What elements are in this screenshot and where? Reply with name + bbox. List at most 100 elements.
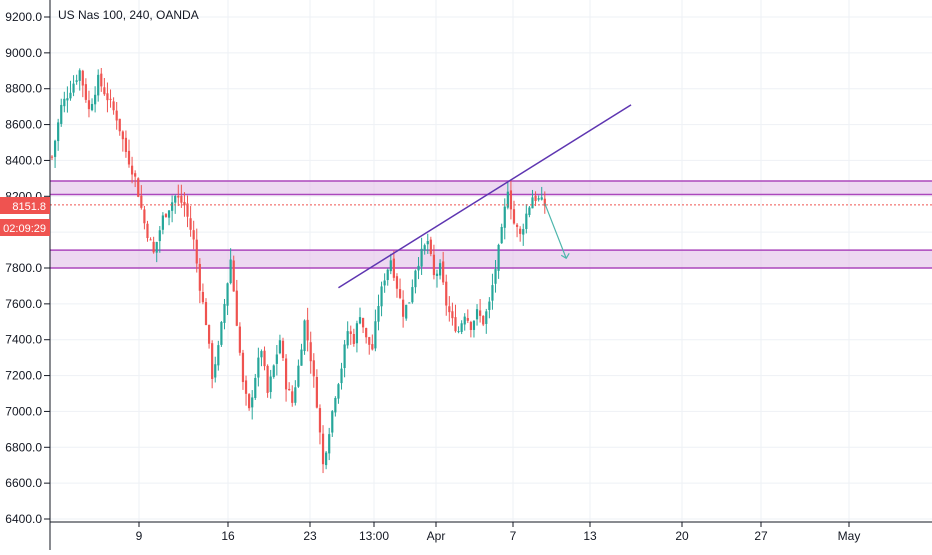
y-tick-label: 9200.0: [5, 10, 42, 24]
candle-body: [50, 156, 54, 158]
candle-body: [112, 101, 115, 111]
candle-body: [417, 265, 420, 271]
candle-body: [346, 331, 349, 346]
candle-body: [229, 259, 232, 284]
candle-body: [254, 377, 257, 398]
candle-body: [494, 269, 497, 284]
candle-body: [161, 215, 164, 230]
candle-body: [238, 326, 241, 353]
x-tick-label: 13: [583, 529, 597, 543]
zones: [50, 180, 932, 269]
candle-body: [309, 342, 312, 362]
candle-body: [81, 70, 84, 86]
y-ticks: 6400.0 6600.0 6800.0 7000.0 7200.0 7400.0 7600…: [5, 10, 50, 526]
candle-body: [288, 388, 291, 391]
x-tick-label: Apr: [427, 529, 446, 543]
candle-body: [472, 320, 476, 330]
candles: [50, 67, 546, 474]
candle-body: [198, 263, 201, 291]
candle-body: [146, 223, 149, 239]
y-tick-label: 7800.0: [5, 261, 42, 275]
candle-body: [97, 74, 100, 96]
candle-body: [463, 316, 466, 325]
candle-body: [143, 209, 146, 224]
candle-body: [235, 290, 238, 326]
candle-body: [488, 301, 491, 311]
candle-body: [87, 100, 91, 110]
candle-body: [543, 198, 546, 206]
candle-body: [223, 304, 226, 323]
candle-body: [281, 340, 285, 358]
candle-body: [343, 344, 346, 369]
candle-body: [177, 195, 180, 198]
candle-body: [466, 318, 469, 321]
candle-body: [78, 70, 81, 81]
candle-body: [321, 433, 325, 465]
candle-body: [300, 349, 303, 366]
candle-body: [432, 254, 436, 276]
candle-body: [491, 285, 494, 301]
candle-body: [500, 227, 503, 244]
candle-body: [103, 87, 106, 95]
x-tick-label: 20: [675, 529, 689, 543]
candle-body: [226, 283, 229, 306]
candle-body: [66, 98, 69, 101]
candle-body: [352, 334, 355, 344]
candle-body: [297, 365, 300, 387]
candle-body: [361, 317, 365, 328]
candle-body: [130, 165, 134, 175]
candle-body: [291, 391, 294, 403]
candle-body: [442, 261, 445, 283]
candle-body: [405, 304, 408, 319]
candle-body: [155, 241, 158, 253]
candle-body: [355, 323, 359, 344]
candle-body: [429, 239, 432, 254]
candle-body: [331, 411, 334, 433]
candle-body: [211, 343, 214, 379]
candle-body: [519, 228, 522, 234]
candle-body: [152, 241, 155, 253]
candle-body: [337, 384, 340, 399]
y-tick-label: 7600.0: [5, 297, 42, 311]
x-ticks: 9 16 23 13:00 Apr 7 13 20 27 May: [136, 522, 860, 543]
candle-body: [534, 195, 537, 202]
candle-body: [522, 229, 525, 235]
candle-body: [220, 322, 223, 345]
price-badge: 8151.8: [12, 201, 46, 213]
candle-body: [423, 245, 426, 251]
candle-body: [257, 357, 260, 378]
candle-body: [207, 324, 211, 344]
y-tick-label: 6800.0: [5, 440, 42, 454]
candle-body: [497, 244, 500, 271]
candle-body: [312, 360, 315, 377]
candle-body: [349, 331, 352, 334]
y-tick-label: 6400.0: [5, 512, 42, 526]
candle-body: [251, 397, 254, 408]
y-tick-label: 7200.0: [5, 369, 42, 383]
candle-body: [201, 291, 205, 303]
y-tick-label: 7400.0: [5, 333, 42, 347]
x-tick-label: 7: [510, 529, 517, 543]
candle-body: [457, 331, 460, 333]
x-tick-label: 23: [303, 529, 317, 543]
candle-body: [127, 150, 131, 165]
candle-body: [460, 323, 463, 332]
candle-body: [294, 387, 297, 403]
candle-body: [118, 118, 121, 132]
x-tick-label: 16: [221, 529, 235, 543]
candle-body: [537, 198, 540, 200]
candle-body: [374, 321, 377, 349]
candle-body: [84, 84, 87, 100]
candle-body: [451, 311, 454, 319]
y-tick-label: 8600.0: [5, 118, 42, 132]
candle-body: [398, 289, 402, 298]
candle-body: [392, 258, 395, 278]
candle-body: [482, 315, 485, 325]
candle-body: [509, 190, 513, 210]
candle-body: [183, 201, 186, 206]
candle-body: [158, 230, 161, 242]
candle-body: [445, 281, 448, 306]
candle-body: [340, 368, 343, 384]
candle-body: [485, 311, 488, 324]
